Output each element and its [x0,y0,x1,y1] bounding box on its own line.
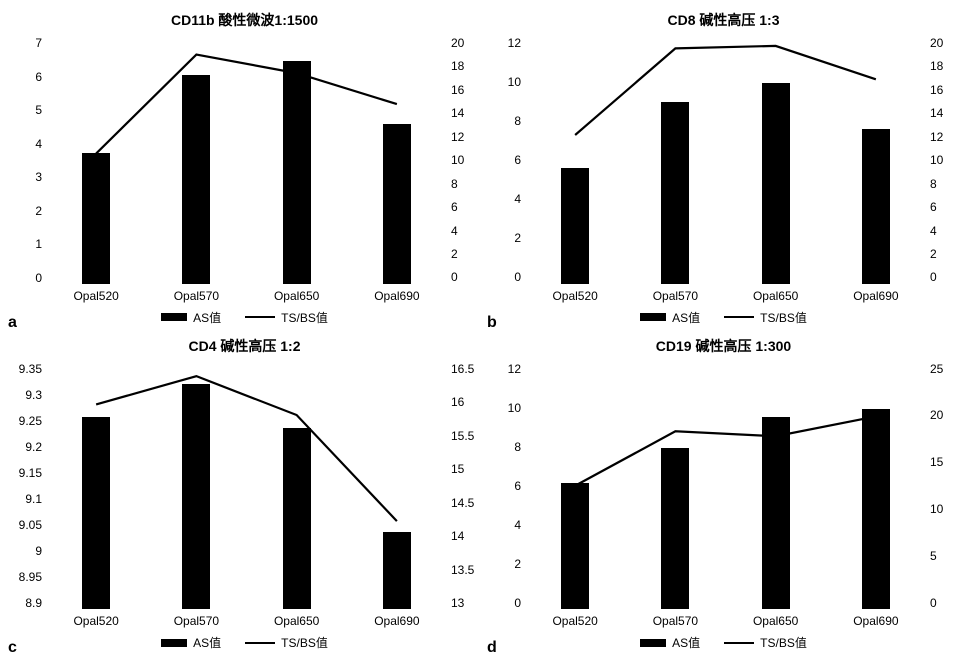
panel-d-chart: 121086420 2520151050 [491,362,956,611]
panel-d-legend: AS值 TS/BS值 [491,634,956,651]
panel-d-title: CD19 碱性高压 1:300 [491,336,956,356]
panel-d-yaxis-right: 2520151050 [926,362,956,611]
panel-d: CD19 碱性高压 1:300 121086420 2520151050 Opa… [491,336,956,652]
legend-as: AS值 [640,634,700,651]
panel-b-yaxis-right: 20181614121086420 [926,36,956,285]
panel-c-legend: AS值 TS/BS值 [12,634,477,651]
legend-as: AS值 [161,309,221,326]
panel-b-line [525,36,926,284]
panel-a-line [46,36,447,284]
legend-tsbs: TS/BS值 [245,634,328,651]
legend-tsbs: TS/BS值 [724,309,807,326]
panel-a-yaxis-right: 20181614121086420 [447,36,477,285]
legend-tsbs-label: TS/BS值 [281,634,328,651]
bar-swatch-icon [161,639,187,647]
legend-tsbs: TS/BS值 [724,634,807,651]
legend-tsbs-label: TS/BS值 [760,634,807,651]
legend-as-label: AS值 [672,634,700,651]
panel-a-sublabel: a [8,314,17,332]
panel-c-title: CD4 碱性高压 1:2 [12,336,477,356]
line-swatch-icon [724,316,754,318]
panel-c-line [46,362,447,610]
panel-a: CD11b 酸性微波1:1500 76543210 20181614121086… [12,10,477,326]
panel-d-line [525,362,926,610]
panel-b-title: CD8 碱性高压 1:3 [491,10,956,30]
panel-b-sublabel: b [487,314,497,332]
panel-b-yaxis-left: 121086420 [491,36,525,285]
panel-a-title: CD11b 酸性微波1:1500 [12,10,477,30]
panel-c-plot [46,362,447,611]
legend-as: AS值 [640,309,700,326]
legend-tsbs: TS/BS值 [245,309,328,326]
bar-swatch-icon [161,313,187,321]
panel-b-chart: 121086420 20181614121086420 [491,36,956,285]
panel-b: CD8 碱性高压 1:3 121086420 20181614121086420… [491,10,956,326]
legend-as-label: AS值 [193,634,221,651]
panel-b-plot [525,36,926,285]
legend-as: AS值 [161,634,221,651]
panel-d-yaxis-left: 121086420 [491,362,525,611]
bar-swatch-icon [640,313,666,321]
panel-a-legend: AS值 TS/BS值 [12,309,477,326]
panel-c-yaxis-left: 9.359.39.259.29.159.19.0598.958.9 [12,362,46,611]
panel-b-legend: AS值 TS/BS值 [491,309,956,326]
legend-tsbs-label: TS/BS值 [281,309,328,326]
legend-as-label: AS值 [193,309,221,326]
panel-c: CD4 碱性高压 1:2 9.359.39.259.29.159.19.0598… [12,336,477,652]
line-swatch-icon [245,316,275,318]
panel-d-xaxis: Opal520Opal570Opal650Opal690 [525,610,926,628]
panel-c-chart: 9.359.39.259.29.159.19.0598.958.9 16.516… [12,362,477,611]
legend-tsbs-label: TS/BS值 [760,309,807,326]
charts-grid: CD11b 酸性微波1:1500 76543210 20181614121086… [0,0,974,661]
panel-a-yaxis-left: 76543210 [12,36,46,285]
panel-a-chart: 76543210 20181614121086420 [12,36,477,285]
panel-c-xaxis: Opal520Opal570Opal650Opal690 [46,610,447,628]
line-swatch-icon [245,642,275,644]
panel-a-xaxis: Opal520Opal570Opal650Opal690 [46,285,447,303]
panel-d-plot [525,362,926,611]
panel-c-sublabel: c [8,639,17,657]
line-swatch-icon [724,642,754,644]
panel-d-sublabel: d [487,639,497,657]
legend-as-label: AS值 [672,309,700,326]
panel-b-xaxis: Opal520Opal570Opal650Opal690 [525,285,926,303]
panel-a-plot [46,36,447,285]
panel-c-yaxis-right: 16.51615.51514.51413.513 [447,362,477,611]
bar-swatch-icon [640,639,666,647]
